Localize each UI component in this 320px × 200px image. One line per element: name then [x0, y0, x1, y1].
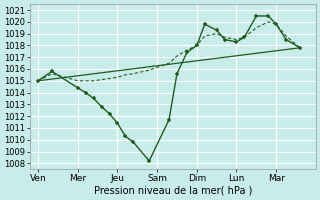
X-axis label: Pression niveau de la mer( hPa ): Pression niveau de la mer( hPa ) [94, 186, 252, 196]
